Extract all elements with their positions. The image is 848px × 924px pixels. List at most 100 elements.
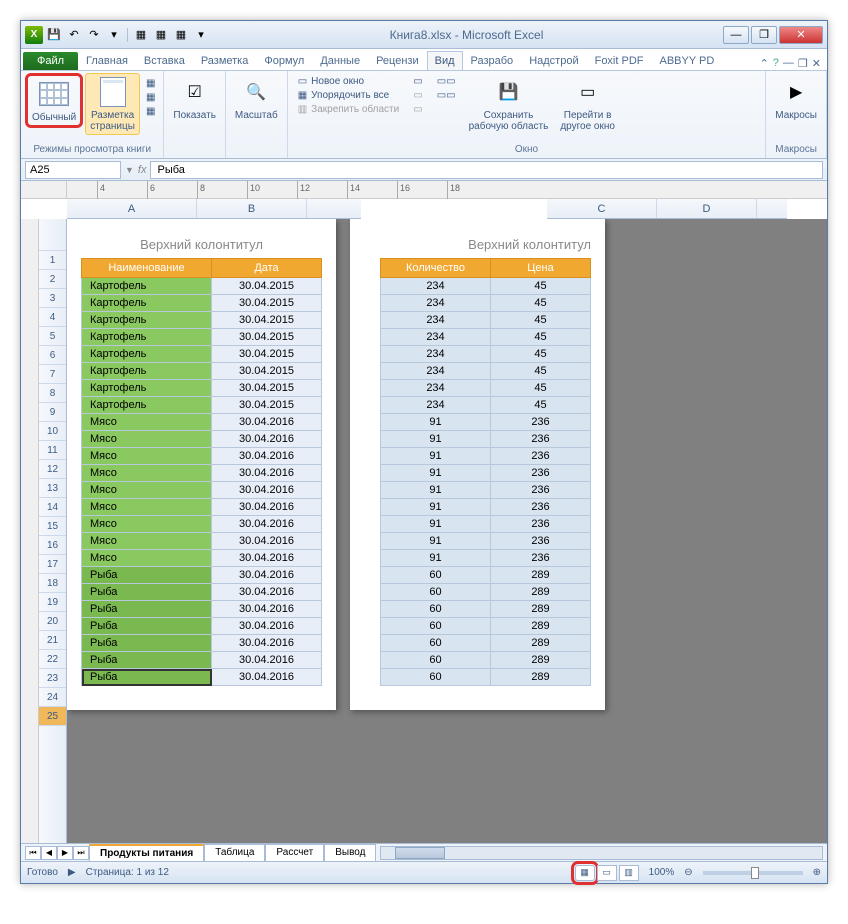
cell-date[interactable]: 30.04.2016 — [212, 482, 322, 499]
row-header-15[interactable]: 15 — [39, 517, 66, 536]
cell-qty[interactable]: 91 — [381, 550, 491, 567]
formula-bar[interactable]: Рыба — [150, 161, 823, 179]
row-header-17[interactable]: 17 — [39, 555, 66, 574]
cell-name[interactable]: Рыба — [82, 584, 212, 601]
table-row[interactable]: Картофель30.04.2015 — [82, 397, 322, 414]
help-icon[interactable]: ? — [773, 57, 779, 70]
cell-price[interactable]: 289 — [491, 567, 591, 584]
redo-icon[interactable]: ↷ — [85, 26, 103, 44]
cell-name[interactable]: Рыба — [82, 652, 212, 669]
th-qty[interactable]: Количество — [381, 259, 491, 278]
sheet-tab-3[interactable]: Вывод — [324, 844, 376, 861]
table-row[interactable]: 23445 — [381, 295, 591, 312]
table-row[interactable]: Мясо30.04.2016 — [82, 533, 322, 550]
zoom-out-button[interactable]: ⊖ — [684, 867, 692, 878]
cell-qty[interactable]: 91 — [381, 482, 491, 499]
table-row[interactable]: 23445 — [381, 278, 591, 295]
view-opt-2[interactable]: ▦ — [142, 91, 159, 104]
table-row[interactable]: 60289 — [381, 635, 591, 652]
save-workspace-button[interactable]: 💾 Сохранить рабочую область — [464, 73, 554, 135]
qat-more-2-icon[interactable]: ▾ — [192, 26, 210, 44]
table-row[interactable]: 23445 — [381, 329, 591, 346]
cell-qty[interactable]: 60 — [381, 635, 491, 652]
page-layout-button[interactable]: Разметка страницы — [85, 73, 140, 135]
cell-qty[interactable]: 91 — [381, 499, 491, 516]
show-button[interactable]: ☑ Показать — [168, 73, 221, 124]
table-row[interactable]: Мясо30.04.2016 — [82, 431, 322, 448]
view-opt-3[interactable]: ▦ — [142, 105, 159, 118]
table-row[interactable]: Рыба30.04.2016 — [82, 567, 322, 584]
cell-date[interactable]: 30.04.2016 — [212, 669, 322, 686]
cell-price[interactable]: 289 — [491, 652, 591, 669]
table-row[interactable]: 60289 — [381, 669, 591, 686]
cell-qty[interactable]: 91 — [381, 431, 491, 448]
close-button[interactable]: ✕ — [779, 26, 823, 44]
cell-qty[interactable]: 91 — [381, 465, 491, 482]
sheet-nav-first[interactable]: ⏮ — [25, 846, 41, 860]
cell-name[interactable]: Рыба — [82, 635, 212, 652]
table-row[interactable]: 91236 — [381, 499, 591, 516]
new-window-button[interactable]: ▭Новое окно — [294, 75, 404, 88]
win-opt-3[interactable]: ▭ — [409, 103, 426, 116]
cell-date[interactable]: 30.04.2015 — [212, 278, 322, 295]
ribbon-tab-7[interactable]: Разрабо — [463, 51, 522, 70]
row-header-20[interactable]: 20 — [39, 612, 66, 631]
cell-name[interactable]: Картофель — [82, 346, 212, 363]
cell-date[interactable]: 30.04.2015 — [212, 312, 322, 329]
qat-extra-2-icon[interactable]: ▦ — [152, 26, 170, 44]
ribbon-tab-2[interactable]: Разметка — [193, 51, 257, 70]
row-header-5[interactable]: 5 — [39, 327, 66, 346]
cell-price[interactable]: 236 — [491, 533, 591, 550]
table-row[interactable]: Мясо30.04.2016 — [82, 482, 322, 499]
cell-date[interactable]: 30.04.2016 — [212, 550, 322, 567]
cell-name[interactable]: Рыба — [82, 618, 212, 635]
cell-price[interactable]: 45 — [491, 312, 591, 329]
table-row[interactable]: 23445 — [381, 397, 591, 414]
row-header-7[interactable]: 7 — [39, 365, 66, 384]
table-row[interactable]: Рыба30.04.2016 — [82, 601, 322, 618]
cell-qty[interactable]: 234 — [381, 295, 491, 312]
table-row[interactable]: 60289 — [381, 584, 591, 601]
table-row[interactable]: Мясо30.04.2016 — [82, 499, 322, 516]
cell-qty[interactable]: 234 — [381, 397, 491, 414]
cell-name[interactable]: Картофель — [82, 278, 212, 295]
cell-name[interactable]: Рыба — [82, 601, 212, 618]
cell-name[interactable]: Картофель — [82, 363, 212, 380]
cell-price[interactable]: 45 — [491, 397, 591, 414]
cell-price[interactable]: 236 — [491, 550, 591, 567]
cell-date[interactable]: 30.04.2015 — [212, 380, 322, 397]
table-row[interactable]: 23445 — [381, 363, 591, 380]
ribbon-tab-3[interactable]: Формул — [256, 51, 312, 70]
table-row[interactable]: Картофель30.04.2015 — [82, 295, 322, 312]
page-header-right[interactable]: Верхний колонтитул — [380, 237, 591, 252]
table-row[interactable]: Картофель30.04.2015 — [82, 312, 322, 329]
row-header-8[interactable]: 8 — [39, 384, 66, 403]
table-row[interactable]: 91236 — [381, 533, 591, 550]
cell-date[interactable]: 30.04.2016 — [212, 601, 322, 618]
cell-name[interactable]: Картофель — [82, 295, 212, 312]
cell-price[interactable]: 236 — [491, 499, 591, 516]
table-row[interactable]: Мясо30.04.2016 — [82, 550, 322, 567]
zoom-button[interactable]: 🔍 Масштаб — [230, 73, 283, 124]
minimize-button[interactable]: — — [723, 26, 749, 44]
cell-date[interactable]: 30.04.2016 — [212, 584, 322, 601]
cell-qty[interactable]: 91 — [381, 516, 491, 533]
col-header-D[interactable]: D — [657, 199, 757, 218]
cell-name[interactable]: Мясо — [82, 465, 212, 482]
doc-close-icon[interactable]: ✕ — [812, 57, 821, 70]
cell-date[interactable]: 30.04.2015 — [212, 295, 322, 312]
zoom-in-button[interactable]: ⊕ — [813, 867, 821, 878]
sheet-tab-2[interactable]: Рассчет — [265, 844, 324, 861]
sheet-nav-last[interactable]: ⏭ — [73, 846, 89, 860]
cell-qty[interactable]: 234 — [381, 329, 491, 346]
table-row[interactable]: 60289 — [381, 652, 591, 669]
table-row[interactable]: 60289 — [381, 601, 591, 618]
cell-date[interactable]: 30.04.2015 — [212, 329, 322, 346]
namebox-dropdown-icon[interactable]: ▼ — [125, 165, 134, 175]
cell-price[interactable]: 45 — [491, 329, 591, 346]
sheet-tab-1[interactable]: Таблица — [204, 844, 265, 861]
page-header-left[interactable]: Верхний колонтитул — [81, 237, 322, 252]
row-header-19[interactable]: 19 — [39, 593, 66, 612]
row-header-3[interactable]: 3 — [39, 289, 66, 308]
pagebreak-view-statusbar-button[interactable]: ▥ — [619, 865, 639, 881]
